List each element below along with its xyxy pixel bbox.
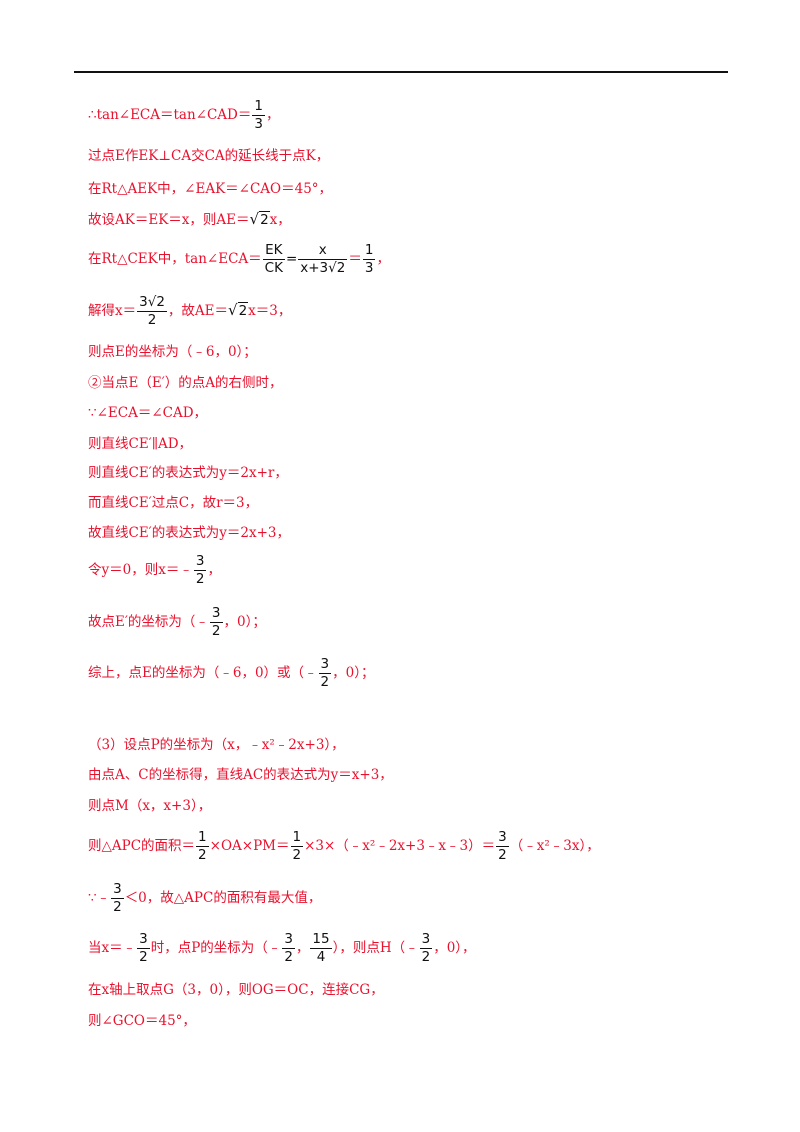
line-3: 在Rt△AEK中，∠EAK＝∠CAO＝45°， — [88, 181, 333, 197]
line-15: 故点E′的坐标为（﹣ 3 2 ，0）； — [88, 605, 266, 639]
line-18: 由点A、C的坐标得，直线AC的表达式为y＝x+3， — [88, 767, 393, 783]
line-21: ∵﹣ 3 2 ＜0，故△APC的面积有最大值， — [88, 881, 322, 915]
line-6: 解得x＝ 3√2 2 ，故AE＝√2x＝3， — [88, 294, 292, 328]
line-23: 在x轴上取点G（3，0），则OG＝OC，连接CG， — [88, 982, 384, 998]
header-rule — [74, 71, 728, 73]
line-14: 令y＝0，则x＝﹣ 3 2， — [88, 553, 221, 587]
line-5: 在Rt△CEK中，tan∠ECA＝ EK CK = x x+3√2 ＝ 1 3， — [88, 242, 390, 276]
line-16: 综上，点E的坐标为（﹣6，0）或（﹣ 3 2 ，0）； — [88, 656, 375, 690]
fraction: EK CK — [262, 242, 285, 276]
line-11: 则直线CE′的表达式为y＝2x+r， — [88, 465, 288, 481]
line-1: ∴tan∠ECA＝tan∠CAD＝ 1 3， — [88, 98, 280, 132]
line-12: 而直线CE′过点C，故r＝3， — [88, 495, 259, 511]
line-24: 则∠GCO＝45°， — [88, 1013, 196, 1029]
fraction: 3√2 2 — [137, 294, 167, 328]
fraction: 15 4 — [310, 931, 332, 965]
line-20: 则△APC的面积＝ 1 2 ×OA×PM＝ 1 2 ×3×（﹣x²﹣2x+3﹣x﹣3）＝ 3 2… — [88, 829, 600, 863]
line-19: 则点M（x，x+3）， — [88, 798, 212, 814]
line-10: 则直线CE′∥AD， — [88, 436, 193, 452]
line-13: 故直线CE′的表达式为y＝2x+3， — [88, 525, 290, 541]
line-2: 过点E作EK⊥CA交CA的延长线于点K， — [88, 148, 330, 164]
line-8: ②当点E（E′）的点A的右侧时， — [88, 375, 283, 391]
sqrt-expression: √2 — [249, 210, 270, 228]
line-7: 则点E的坐标为（﹣6，0）； — [88, 344, 257, 360]
line-4: 故设AK＝EK＝x，则AE＝√2x， — [88, 210, 291, 228]
line-22: 当x＝﹣ 3 2 时，点P的坐标为（﹣ 3 2， 15 4 ），则点H（﹣ 3 2 ，0）， — [88, 931, 476, 965]
line-9: ∵∠ECA＝∠CAD， — [88, 405, 208, 421]
line-17: （3）设点P的坐标为（x，﹣x²﹣2x+3）， — [88, 737, 345, 753]
fraction: x x+3√2 — [298, 242, 348, 276]
sqrt-expression: √2 — [228, 301, 249, 319]
